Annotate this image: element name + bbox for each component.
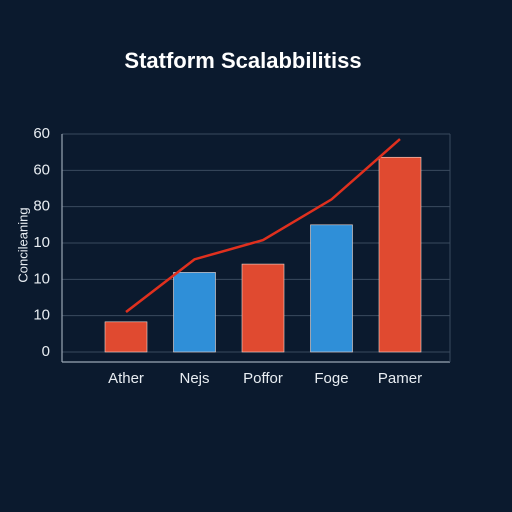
bar xyxy=(241,263,285,353)
bar xyxy=(173,272,216,353)
x-tick-label: Foge xyxy=(314,370,348,387)
bar xyxy=(378,156,422,353)
x-tick-label: Pamer xyxy=(378,370,422,387)
x-tick-label: Ather xyxy=(108,370,144,387)
trend-line xyxy=(125,138,401,314)
y-tick-label: 60 xyxy=(33,125,50,142)
y-axis-label: Concileaning xyxy=(15,207,30,282)
y-tick-label: 80 xyxy=(33,198,50,215)
y-tick-label: 60 xyxy=(33,161,50,178)
y-tick-label: 0 xyxy=(42,343,50,360)
x-tick-label: Poffor xyxy=(243,370,283,387)
bar xyxy=(310,224,353,353)
y-tick-label: 10 xyxy=(33,234,50,251)
bar xyxy=(104,321,148,353)
x-tick-label: Nejs xyxy=(179,370,209,387)
y-tick-label: 10 xyxy=(33,270,50,287)
chart-title: Statform Scalabbilitiss xyxy=(124,48,361,73)
y-tick-label: 10 xyxy=(33,307,50,324)
